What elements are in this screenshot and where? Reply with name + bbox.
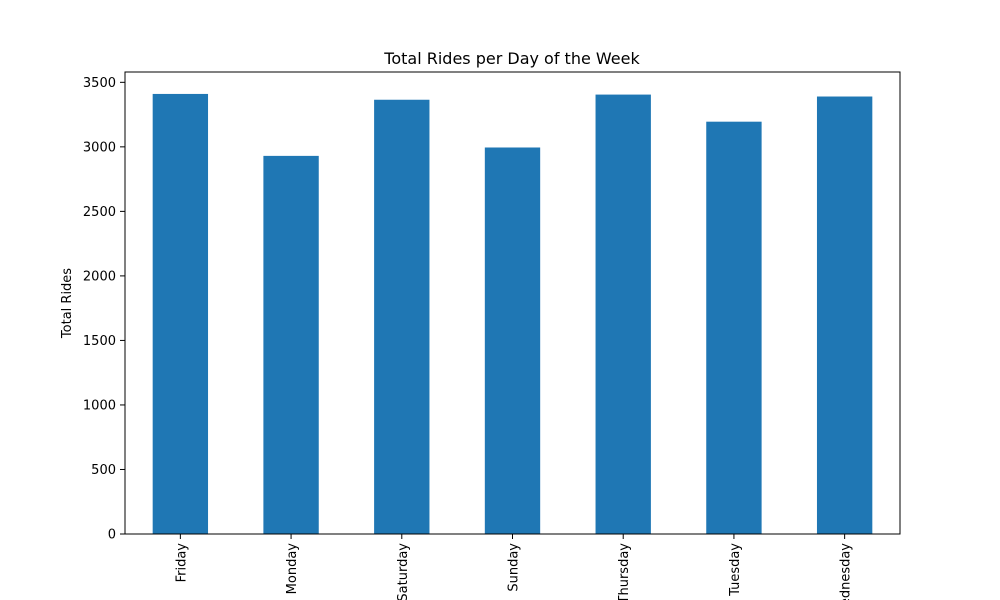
x-tick-label: Tuesday (728, 543, 743, 597)
bar-friday (152, 93, 209, 535)
y-axis-label: Total Rides (60, 268, 75, 339)
y-tick-label: 3500 (83, 76, 116, 91)
x-tick-label: Wednesday (839, 543, 854, 600)
bar-saturday (374, 99, 430, 534)
plot-frame (124, 71, 901, 535)
chart-title: Total Rides per Day of the Week (383, 49, 640, 68)
x-tick-label: Sunday (507, 543, 522, 592)
y-tick-label: 500 (91, 463, 116, 478)
x-tick-label: Friday (174, 543, 189, 583)
bar-monday (263, 155, 319, 534)
x-tick-label: Thursday (617, 543, 632, 600)
y-tick-label: 1000 (83, 398, 116, 413)
y-axis: 0 500 1000 1500 2000 2500 3000 3500 (83, 76, 125, 543)
bars-group (152, 93, 873, 535)
bar-thursday (595, 94, 651, 534)
bar-sunday (484, 147, 541, 534)
bar-wednesday (816, 96, 873, 534)
x-axis: Friday Monday Saturday Sunday Thursday Tuesda… (174, 534, 854, 600)
y-tick-label: 0 (108, 528, 116, 543)
y-tick-label: 2000 (83, 269, 116, 284)
y-tick-label: 2500 (83, 205, 116, 220)
x-tick-label: Saturday (396, 543, 411, 600)
y-tick-label: 1500 (83, 334, 116, 349)
x-tick-label: Monday (285, 543, 300, 595)
y-tick-label: 3000 (83, 140, 116, 155)
bar-tuesday (706, 121, 762, 534)
